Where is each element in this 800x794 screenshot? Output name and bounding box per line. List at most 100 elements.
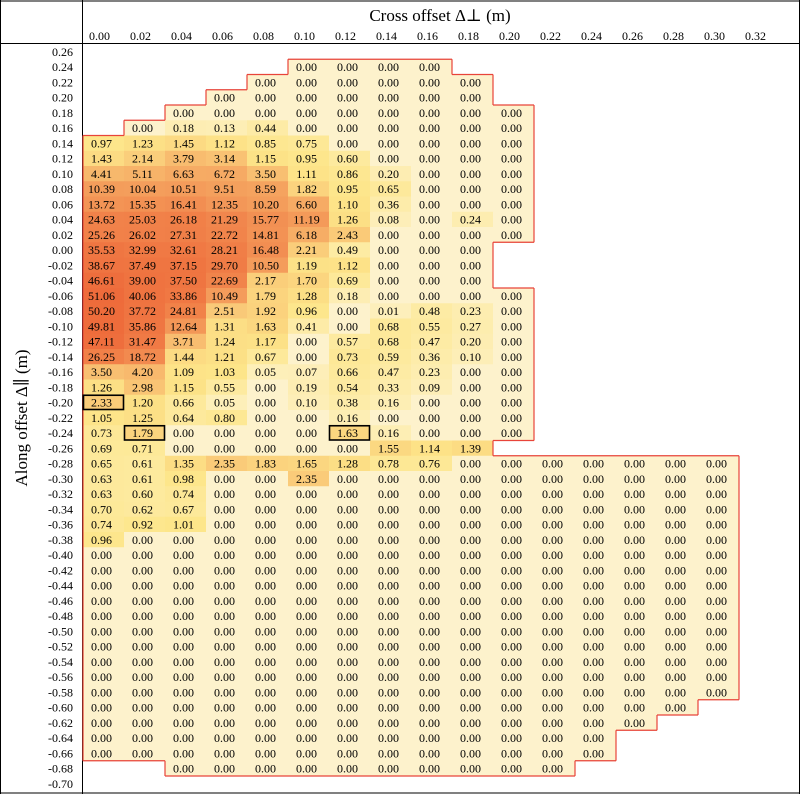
heatmap-cell — [165, 547, 207, 563]
heatmap-cell — [452, 684, 494, 701]
cell-value: 21.29 — [211, 213, 238, 227]
heatmap-cell — [575, 577, 617, 594]
cell-value: 1.15 — [255, 152, 276, 166]
cell-value: 0.00 — [173, 746, 194, 760]
cell-value: 0.00 — [542, 518, 563, 532]
cell-value: 0.05 — [214, 396, 235, 410]
cell-value: 0.00 — [542, 502, 563, 516]
cell-value: 0.00 — [665, 548, 686, 562]
cell-value: 0.10 — [296, 396, 317, 410]
cell-value: 0.00 — [501, 716, 522, 730]
cell-value: 0.00 — [173, 563, 194, 577]
y-tick-label: -0.36 — [48, 518, 73, 532]
cell-value: 0.00 — [337, 609, 358, 623]
heatmap-cell — [124, 532, 166, 548]
cell-value: 0.78 — [378, 457, 399, 471]
heatmap-cell — [493, 394, 535, 411]
heatmap-cell — [411, 89, 453, 106]
cell-value: 0.00 — [337, 701, 358, 715]
heatmap-cell — [493, 288, 535, 304]
heatmap-cell — [124, 303, 166, 319]
cell-value: 0.00 — [542, 701, 563, 715]
heatmap-cell — [206, 166, 248, 182]
heatmap-cell — [206, 608, 248, 624]
heatmap-cell — [575, 699, 617, 716]
heatmap-cell — [165, 654, 207, 670]
cell-value: 0.48 — [419, 304, 440, 318]
cell-value: 0.00 — [378, 60, 399, 74]
cell-value: 0.00 — [337, 518, 358, 532]
cell-value: 0.00 — [419, 426, 440, 440]
cell-value: 0.00 — [214, 441, 235, 455]
heatmap-cell — [657, 471, 699, 487]
cell-value: 0.00 — [583, 624, 604, 638]
cell-value: 0.00 — [583, 716, 604, 730]
y-tick-label: -0.52 — [48, 640, 73, 654]
heatmap-cell — [534, 669, 576, 685]
heatmap-cell — [493, 471, 535, 487]
cell-value: 0.00 — [583, 731, 604, 745]
cell-value: 10.39 — [88, 182, 115, 196]
y-tick-label: -0.70 — [48, 777, 73, 791]
cell-value: 0.00 — [132, 579, 153, 593]
heatmap-cell — [247, 715, 289, 731]
heatmap-cell — [288, 760, 330, 777]
x-axis-title: Cross offset Δ⊥ (m) — [369, 6, 510, 25]
heatmap-cell — [247, 745, 289, 762]
cell-value: 0.00 — [91, 655, 112, 669]
cell-value: 0.00 — [255, 411, 276, 425]
heatmap-cell — [165, 593, 207, 609]
heatmap-cell — [247, 166, 289, 182]
cell-value: 1.39 — [460, 441, 481, 455]
heatmap-cell — [165, 623, 207, 640]
cell-value: 0.00 — [460, 609, 481, 623]
cell-value: 0.00 — [255, 640, 276, 654]
cell-value: 1.31 — [214, 319, 235, 333]
cell-value: 0.00 — [378, 121, 399, 135]
heatmap-cell — [165, 486, 207, 502]
cell-value: 0.00 — [501, 197, 522, 211]
heatmap-cell — [329, 196, 371, 213]
x-tick-label: 0.18 — [458, 29, 479, 43]
cell-value: 0.00 — [419, 487, 440, 501]
heatmap-cell — [206, 471, 248, 487]
cell-value: 37.49 — [129, 258, 156, 272]
heatmap-cell — [575, 516, 617, 533]
heatmap-cell — [493, 760, 535, 777]
heatmap-cell — [370, 760, 412, 777]
y-tick-label: -0.44 — [48, 579, 73, 593]
cell-value: 0.00 — [419, 60, 440, 74]
heatmap-cell — [247, 272, 289, 289]
cell-value: 0.00 — [542, 579, 563, 593]
heatmap-cell — [534, 638, 576, 655]
heatmap-cell — [124, 501, 166, 518]
heatmap-cell — [206, 257, 248, 274]
cell-value: 24.63 — [88, 213, 115, 227]
heatmap-cell — [411, 74, 453, 91]
heatmap-cell — [83, 196, 125, 213]
cell-value: 0.00 — [460, 197, 481, 211]
heatmap-cell — [575, 684, 617, 701]
cell-value: 0.00 — [337, 670, 358, 684]
heatmap-cell — [452, 181, 494, 197]
heatmap-cell — [206, 394, 248, 411]
heatmap-cell — [698, 623, 740, 640]
heatmap-cell — [206, 181, 248, 197]
heatmap-cell — [534, 516, 576, 533]
heatmap-cell — [288, 150, 330, 167]
heatmap-cell — [165, 394, 207, 411]
cell-value: 2.43 — [337, 228, 358, 242]
heatmap-cell — [83, 471, 125, 487]
cell-value: 0.00 — [501, 396, 522, 410]
heatmap-cell — [165, 272, 207, 289]
cell-value: 0.09 — [419, 380, 440, 394]
cell-value: 0.74 — [91, 518, 112, 532]
heatmap-cell — [329, 379, 371, 396]
cell-value: 0.00 — [501, 304, 522, 318]
heatmap-cell — [206, 303, 248, 319]
cell-value: 2.14 — [132, 152, 153, 166]
heatmap-cell — [452, 516, 494, 533]
cell-value: 0.00 — [337, 502, 358, 516]
heatmap-cell — [165, 333, 207, 350]
x-tick-label: 0.10 — [294, 29, 315, 43]
